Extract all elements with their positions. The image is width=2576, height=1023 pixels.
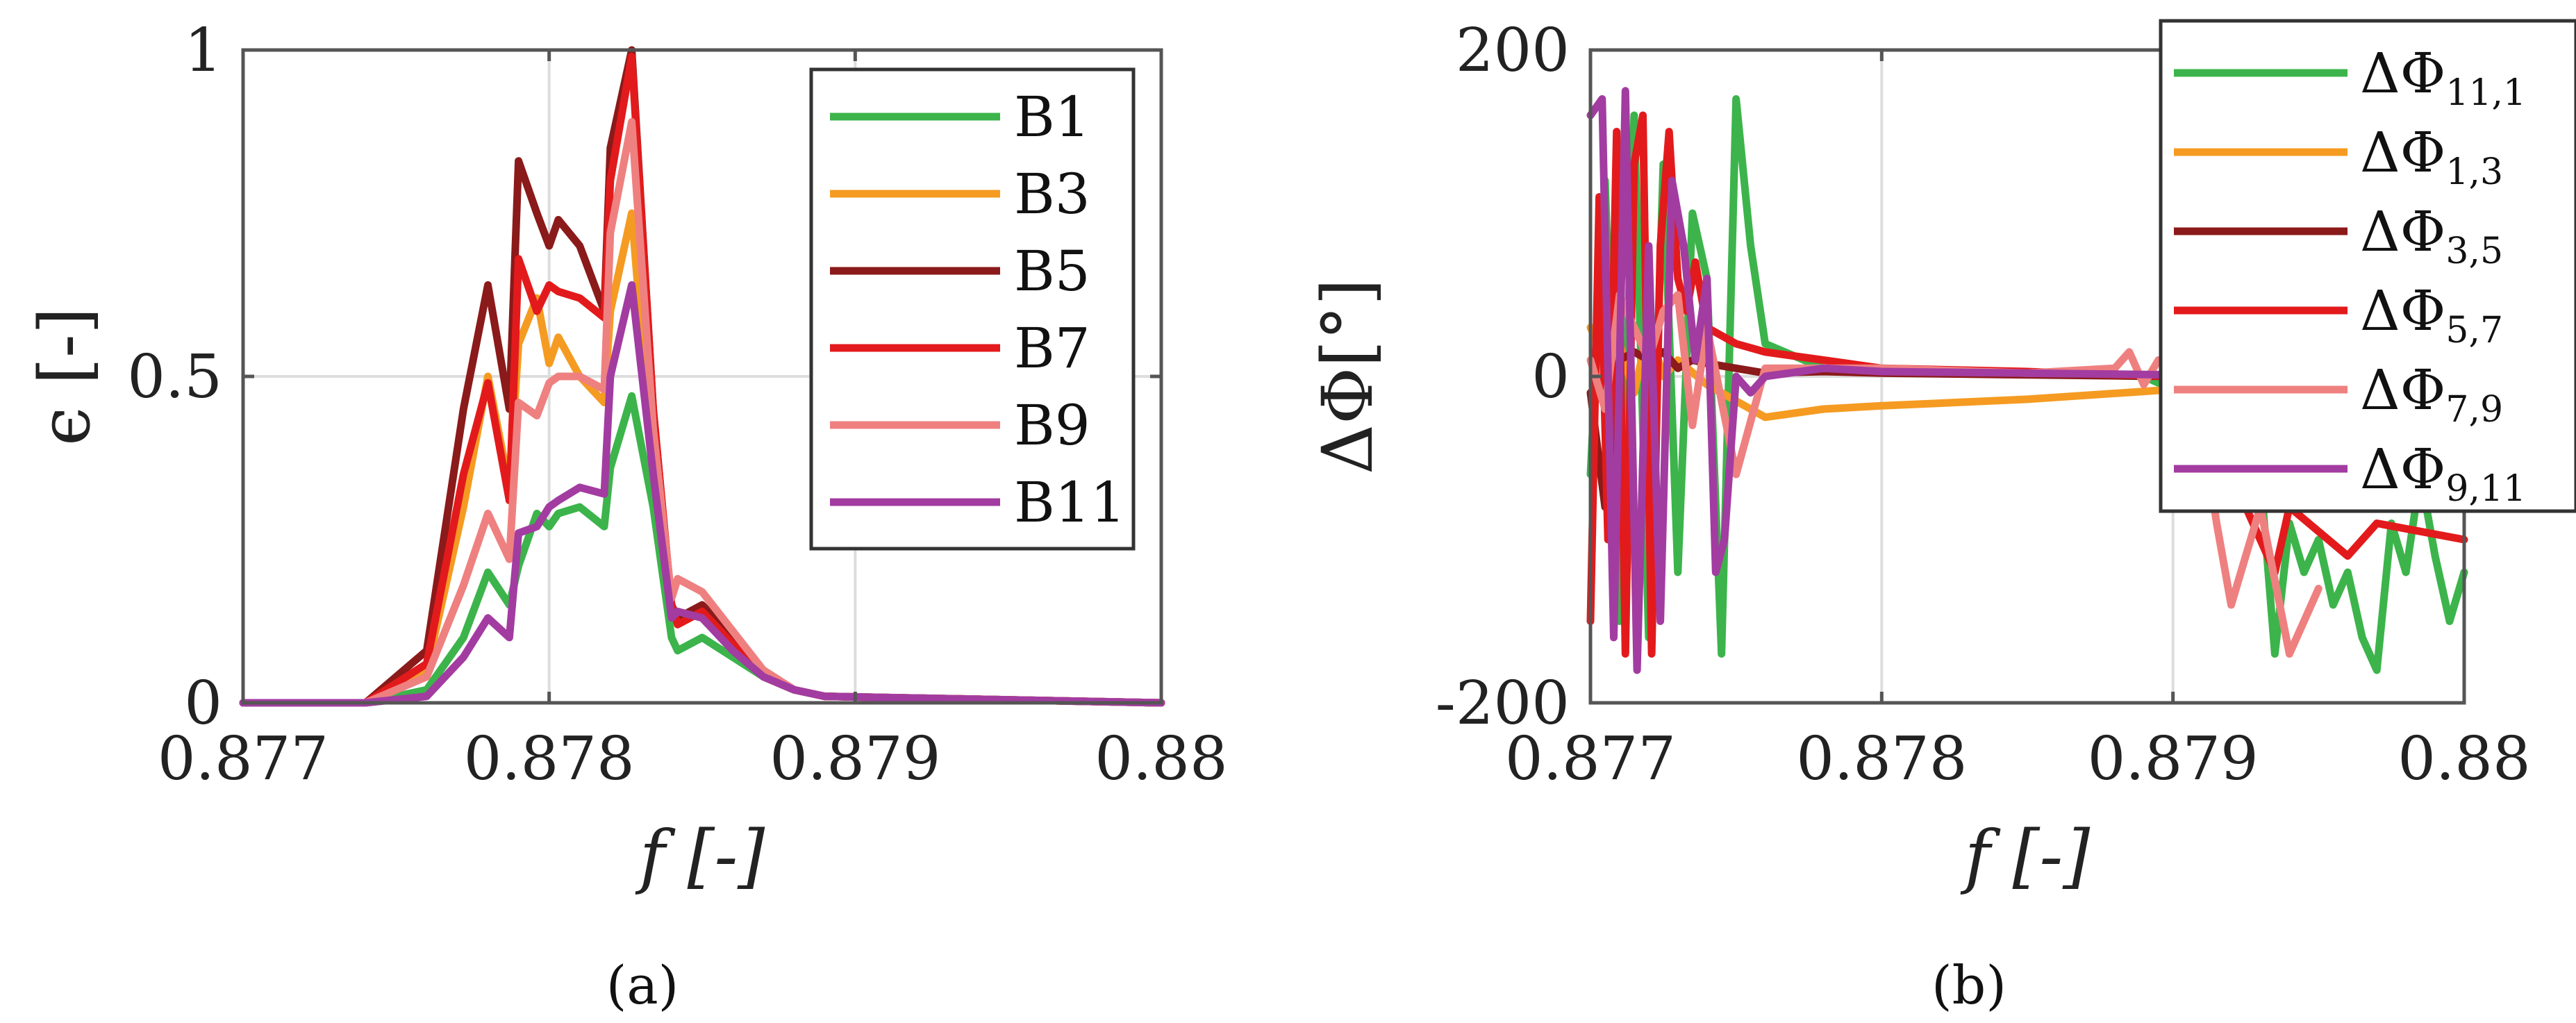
y-tick-label: 200 (1456, 16, 1570, 85)
panel-caption: (a) (606, 954, 679, 1016)
x-tick-label: 0.879 (770, 724, 940, 794)
x-tick-label: 0.88 (1095, 724, 1227, 794)
tick-labels: 0.877 0.878 0.879 0.88 -200 0 200 (1436, 16, 2531, 794)
series-lines (1586, 87, 2468, 674)
y-axis-label: ΔΦ[°] (1307, 278, 1388, 474)
legend-entry-label: B3 (1014, 162, 1090, 226)
x-axis-label: f [-] (1960, 815, 2091, 897)
legend-entry-label: ΔΦ (2360, 358, 2445, 422)
y-tick-label: 0 (1531, 342, 1570, 412)
legend-entry: ΔΦ7,9 (2360, 358, 2503, 431)
legend-entry-label: B7 (1014, 316, 1090, 381)
legend-entry-label: ΔΦ (2360, 120, 2445, 185)
y-tick-label: 0 (184, 669, 222, 738)
legend-entry-subscript: 3,5 (2445, 231, 2503, 272)
x-axis-label: f [-] (635, 815, 766, 897)
legend-box (2159, 19, 2576, 513)
legend-entry-label: ΔΦ (2360, 41, 2445, 106)
legend-entry-label: ΔΦ (2360, 278, 2445, 343)
x-tick-label: 0.878 (1796, 724, 1967, 794)
y-axis-label: ϵ [-] (24, 307, 106, 446)
legend-entry: B3 (1014, 162, 1090, 226)
legend-entry: B9 (1014, 393, 1090, 458)
legend-entry-label: B5 (1014, 239, 1090, 303)
y-tick-label: 0.5 (127, 342, 222, 412)
legend-entry-label: ΔΦ (2360, 199, 2445, 264)
y-tick-label: 1 (184, 16, 222, 85)
x-tick-label: 0.879 (2088, 724, 2259, 794)
legend-entry: B7 (1014, 316, 1090, 381)
x-tick-label: 0.877 (158, 724, 329, 794)
legend-entry-label: B9 (1014, 393, 1090, 458)
legend-entry-label: B1 (1014, 85, 1090, 149)
tick-marks (241, 48, 1163, 705)
series-line-B11 (239, 281, 1165, 707)
panel-caption: (b) (1931, 954, 2006, 1016)
legend-box (809, 67, 1136, 551)
legend-entry: ΔΦ11,1 (2360, 41, 2526, 114)
legend-entry: B1 (1014, 85, 1090, 149)
y-tick-label: -200 (1436, 669, 1570, 738)
series-line-B9 (239, 117, 1165, 707)
legend-entry-subscript: 1,3 (2445, 151, 2503, 193)
legend-entry: B11 (1014, 470, 1126, 535)
legend-entry: B5 (1014, 239, 1090, 303)
x-tick-label: 0.88 (2398, 724, 2530, 794)
x-tick-label: 0.878 (464, 724, 635, 794)
legend-entry-subscript: 5,7 (2445, 310, 2503, 351)
legend-entry-subscript: 7,9 (2445, 389, 2503, 431)
series-lines (239, 46, 1165, 707)
series-line-9,11 (1586, 87, 2468, 674)
legend-entry: ΔΦ1,3 (2360, 120, 2503, 193)
legend-entry-label: ΔΦ (2360, 437, 2445, 501)
x-tick-label: 0.877 (1505, 724, 1676, 794)
legend-entry-label: B11 (1014, 470, 1126, 535)
legend: B1 B3 B5 B7 B9 B11 (809, 67, 1136, 551)
legend-entry: ΔΦ3,5 (2360, 199, 2503, 272)
legend-entry: ΔΦ5,7 (2360, 278, 2503, 351)
legend-entry-subscript: 9,11 (2445, 468, 2526, 510)
legend-entry-subscript: 11,1 (2445, 72, 2526, 114)
legend-entry: ΔΦ9,11 (2360, 437, 2526, 510)
tick-labels: 0.877 0.878 0.879 0.88 0 0.5 1 (127, 16, 1228, 794)
